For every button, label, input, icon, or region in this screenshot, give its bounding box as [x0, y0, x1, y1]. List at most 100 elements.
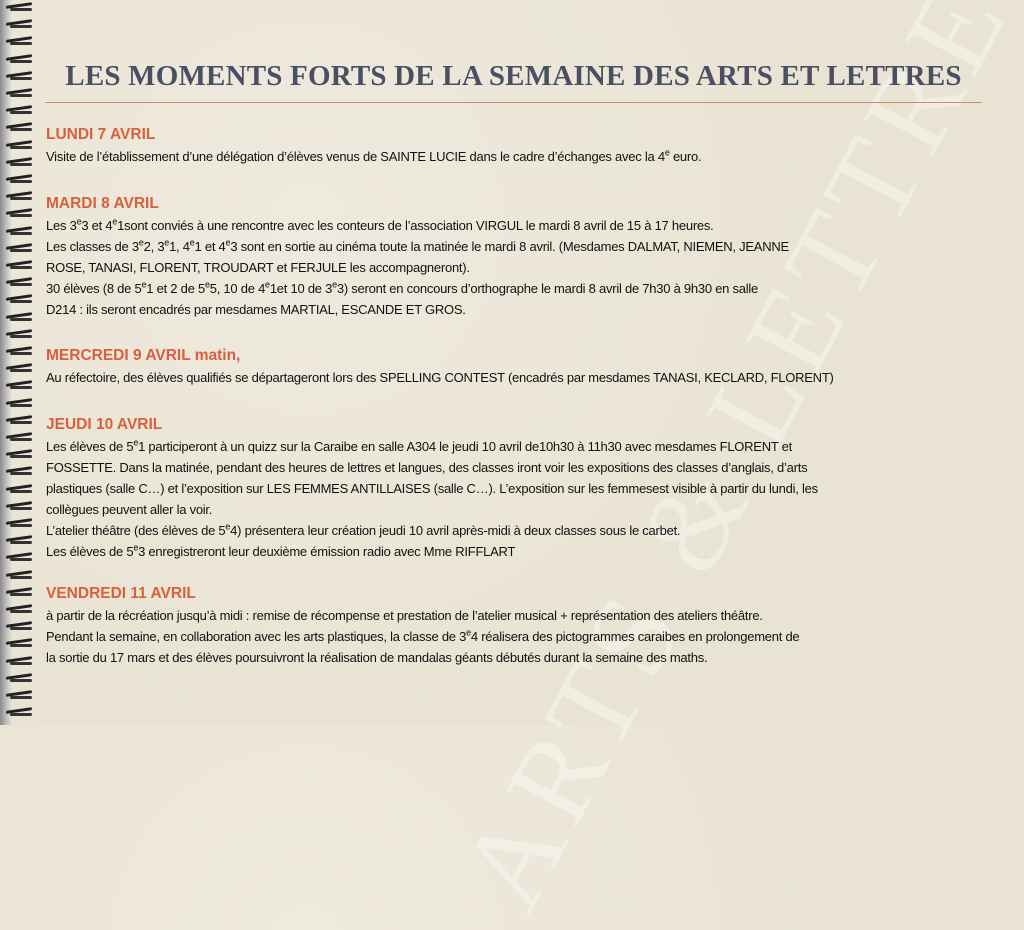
spiral-ring — [6, 692, 34, 699]
text-run: plastiques (salle C…) et l’exposition su… — [46, 481, 818, 496]
event-line: la sortie du 17 mars et des élèves pours… — [46, 647, 986, 668]
spiral-ring — [6, 417, 34, 424]
spiral-ring — [6, 228, 34, 235]
text-run: à partir de la récréation jusqu’à midi :… — [46, 608, 763, 623]
superscript: e — [466, 627, 471, 638]
spiral-ring — [6, 365, 34, 373]
text-run: 1et 10 de 3 — [269, 281, 333, 296]
text-run: Au réfectoire, des élèves qualifiés se d… — [46, 370, 834, 385]
text-run: 1, 4 — [169, 239, 190, 254]
spiral-ring — [6, 348, 34, 355]
text-run: Les élèves de 5 — [46, 544, 134, 559]
superscript: e — [265, 279, 270, 290]
day-heading: JEUDI 10 AVRIL — [46, 416, 163, 433]
spiral-ring — [6, 107, 34, 115]
spiral-ring — [6, 451, 34, 459]
superscript: e — [141, 279, 147, 290]
title-divider — [45, 102, 982, 103]
superscript: e — [76, 216, 82, 227]
spiral-ring — [6, 279, 34, 287]
text-run: D214 : ils seront encadrés par mesdames … — [46, 302, 466, 317]
text-run: 1 et 2 de 5 — [146, 281, 205, 296]
superscript: e — [133, 437, 139, 448]
spiral-ring — [6, 434, 34, 441]
event-line: FOSSETTE. Dans la matinée, pendant des h… — [46, 457, 986, 478]
day-section: MERCREDI 9 AVRIL matin, Au réfectoire, de… — [46, 345, 986, 388]
text-run: Visite de l’établissement d’une délégati… — [46, 149, 665, 164]
spiral-ring — [6, 38, 34, 46]
text-run: Les élèves de 5 — [46, 439, 134, 454]
event-line: Les 3e3 et 4e1sont conviés à une rencont… — [46, 215, 986, 236]
spiral-ring — [6, 159, 34, 166]
spiral-ring — [6, 296, 34, 304]
spiral-ring — [6, 486, 34, 493]
day-section: LUNDI 7 AVRIL Visite de l’établissement d… — [46, 124, 986, 167]
superscript: e — [225, 237, 231, 248]
day-heading: VENDREDI 11 AVRIL — [46, 585, 196, 602]
text-run: L’atelier théâtre (des élèves de 5 — [46, 523, 226, 538]
text-run: Pendant la semaine, en collaboration ave… — [46, 629, 467, 644]
spiral-binding — [0, 0, 40, 725]
spiral-ring — [6, 554, 34, 562]
spiral-ring — [6, 73, 34, 80]
text-run: 30 élèves (8 de 5 — [46, 281, 142, 296]
superscript: e — [664, 147, 670, 158]
event-line: Les élèves de 5e3 enregistreront leur de… — [46, 541, 986, 562]
superscript: e — [332, 279, 337, 290]
spiral-ring — [6, 382, 34, 390]
text-run: 4) présentera leur création jeudi 10 avr… — [230, 523, 681, 538]
event-line: Au réfectoire, des élèves qualifiés se d… — [46, 367, 986, 388]
text-run: 3 et 4 — [81, 218, 113, 233]
spiral-ring — [6, 210, 34, 218]
spiral-ring — [6, 675, 34, 682]
spiral-ring — [6, 176, 34, 183]
spiral-ring — [6, 623, 34, 631]
text-run: Les classes de 3 — [46, 239, 139, 254]
event-line: D214 : ils seront encadrés par mesdames … — [46, 299, 986, 320]
text-run: Les 3 — [46, 218, 77, 233]
spiral-ring — [6, 56, 34, 63]
spiral-ring — [6, 262, 34, 269]
spiral-ring — [6, 606, 34, 613]
spiral-ring — [6, 124, 34, 132]
spiral-ring — [6, 537, 34, 545]
text-run: la sortie du 17 mars et des élèves pours… — [46, 650, 708, 665]
text-run: 1 participeront à un quizz sur la Caraib… — [138, 439, 793, 454]
text-run: 4 réalisera des pictogrammes caraibes en… — [470, 629, 800, 644]
spiral-ring — [6, 589, 34, 596]
spiral-ring — [6, 21, 34, 29]
event-line: à partir de la récréation jusqu’à midi :… — [46, 605, 986, 626]
superscript: e — [138, 237, 144, 248]
day-heading: MERCREDI 9 AVRIL matin, — [46, 347, 241, 364]
spiral-ring — [6, 520, 34, 527]
spiral-ring — [6, 658, 34, 665]
text-run: FOSSETTE. Dans la matinée, pendant des h… — [46, 460, 808, 475]
event-line: 30 élèves (8 de 5e1 et 2 de 5e5, 10 de 4… — [46, 278, 986, 299]
spiral-ring — [6, 314, 34, 321]
day-heading: MARDI 8 AVRIL — [46, 195, 159, 212]
text-run: ROSE, TANASI, FLORENT, TROUDART et FERJU… — [46, 260, 470, 275]
superscript: e — [133, 542, 139, 553]
spiral-ring — [6, 572, 34, 579]
event-line: Pendant la semaine, en collaboration ave… — [46, 626, 986, 647]
spiral-ring — [6, 503, 34, 510]
spiral-ring — [6, 331, 34, 338]
text-run: 2, 3 — [143, 239, 165, 254]
text-run: 3) seront en concours d’orthographe le m… — [336, 281, 758, 296]
event-line: ROSE, TANASI, FLORENT, TROUDART et FERJU… — [46, 257, 986, 278]
event-line: L’atelier théâtre (des élèves de 5e4) pr… — [46, 520, 986, 541]
spiral-ring — [6, 90, 34, 97]
day-section: MARDI 8 AVRIL Les 3e3 et 4e1sont conviés … — [46, 193, 986, 320]
text-run: 3 sont en sortie au cinéma toute la mati… — [230, 239, 789, 254]
text-run: 1sont conviés à une rencontre avec les c… — [117, 218, 714, 233]
superscript: e — [164, 237, 170, 248]
superscript: e — [204, 279, 210, 290]
event-line: Les élèves de 5e1 participeront à un qui… — [46, 436, 986, 457]
text-run: euro. — [669, 149, 702, 164]
spiral-ring — [6, 468, 34, 476]
text-run: 1 et 4 — [194, 239, 226, 254]
event-line: Les classes de 3e2, 3e1, 4e1 et 4e3 sont… — [46, 236, 986, 257]
event-line: collègues peuvent aller la voir. — [46, 499, 986, 520]
day-section: JEUDI 10 AVRIL Les élèves de 5e1 particip… — [46, 414, 986, 562]
superscript: e — [189, 237, 195, 248]
